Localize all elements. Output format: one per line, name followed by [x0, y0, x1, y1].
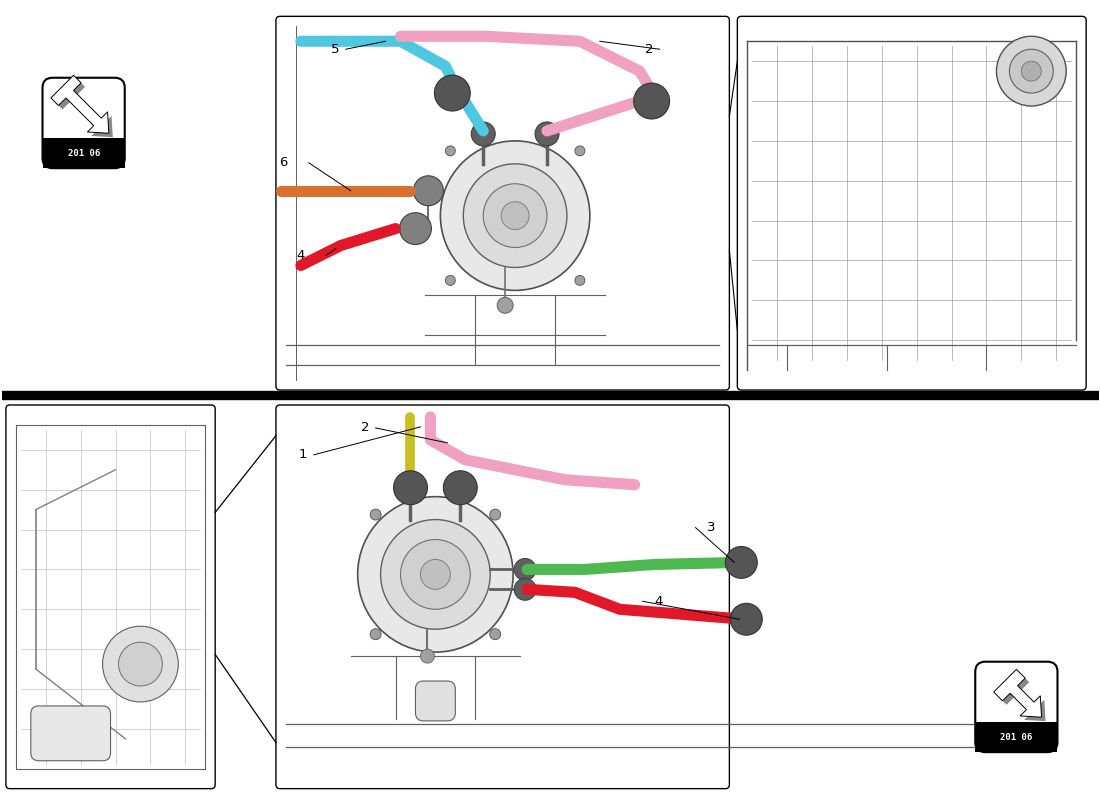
Circle shape [502, 202, 529, 230]
FancyBboxPatch shape [276, 405, 729, 789]
Text: 2: 2 [645, 42, 653, 56]
Circle shape [490, 509, 500, 520]
Circle shape [497, 298, 513, 314]
Circle shape [119, 642, 163, 686]
Circle shape [420, 649, 434, 663]
Circle shape [448, 477, 473, 502]
Polygon shape [51, 75, 109, 134]
Circle shape [575, 275, 585, 286]
Circle shape [1010, 50, 1053, 93]
FancyBboxPatch shape [276, 16, 729, 390]
Text: 5: 5 [331, 42, 339, 56]
Circle shape [440, 141, 590, 290]
Text: a z P a r t s . c o m / p a r t s . s i n g l e: a z P a r t s . c o m / p a r t s . s i … [419, 516, 681, 613]
Circle shape [997, 36, 1066, 106]
Text: 6: 6 [279, 156, 287, 170]
FancyBboxPatch shape [976, 662, 1057, 752]
Circle shape [400, 539, 471, 610]
Circle shape [446, 146, 455, 156]
Circle shape [414, 176, 443, 206]
Text: 4: 4 [296, 249, 305, 262]
Text: 1: 1 [299, 448, 307, 462]
Circle shape [575, 146, 585, 156]
Text: a z P a r t s . c o m / p a r t s . s i n g l e: a z P a r t s . c o m / p a r t s . s i … [419, 118, 681, 214]
Circle shape [634, 83, 670, 119]
Circle shape [370, 509, 381, 520]
Circle shape [471, 122, 495, 146]
Text: 2: 2 [361, 422, 370, 434]
FancyBboxPatch shape [737, 16, 1086, 390]
Circle shape [725, 546, 757, 578]
Circle shape [394, 470, 428, 505]
Text: 201 06: 201 06 [1000, 733, 1033, 742]
Circle shape [102, 626, 178, 702]
FancyBboxPatch shape [43, 78, 124, 168]
Circle shape [397, 477, 424, 502]
Circle shape [1022, 61, 1042, 81]
Circle shape [434, 75, 471, 111]
Circle shape [443, 470, 477, 505]
Polygon shape [998, 674, 1046, 721]
Circle shape [370, 629, 381, 640]
Circle shape [514, 558, 536, 580]
Polygon shape [55, 79, 113, 138]
Circle shape [446, 275, 455, 286]
Circle shape [490, 629, 500, 640]
Circle shape [483, 184, 547, 247]
Bar [43, 138, 124, 168]
Circle shape [399, 213, 431, 245]
Bar [976, 722, 1057, 752]
Text: 201 06: 201 06 [67, 149, 100, 158]
Circle shape [463, 164, 566, 267]
Text: 3: 3 [707, 521, 716, 534]
Circle shape [420, 559, 450, 590]
Circle shape [358, 497, 513, 652]
FancyBboxPatch shape [6, 405, 216, 789]
Polygon shape [993, 670, 1042, 718]
FancyBboxPatch shape [31, 706, 110, 761]
Circle shape [381, 519, 491, 630]
Circle shape [514, 578, 536, 600]
Circle shape [535, 122, 559, 146]
Text: 4: 4 [654, 594, 663, 608]
Circle shape [730, 603, 762, 635]
FancyBboxPatch shape [416, 681, 455, 721]
